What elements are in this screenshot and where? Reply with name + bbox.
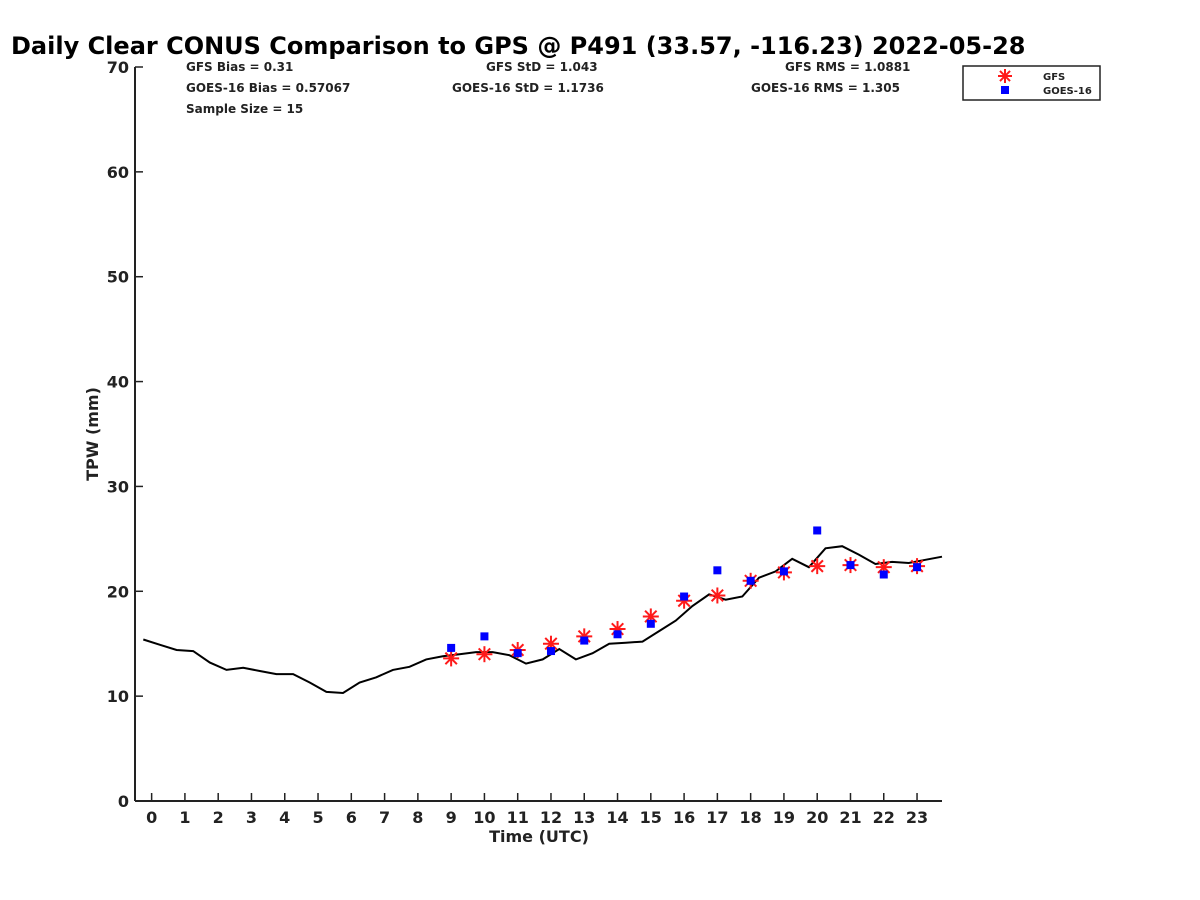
goes-16-point: [646, 619, 655, 628]
goes-16-point: [447, 643, 456, 652]
goes-16-point: [713, 566, 722, 575]
goes-16-point: [813, 526, 822, 535]
goes-16-point: [913, 563, 922, 572]
y-tick-label: 70: [107, 58, 129, 77]
y-axis-label: TPW (mm): [83, 387, 102, 481]
x-tick-label: 17: [706, 808, 728, 827]
x-tick-label: 7: [379, 808, 390, 827]
x-tick-label: 18: [740, 808, 762, 827]
x-tick-label: 9: [446, 808, 457, 827]
x-tick-label: 22: [873, 808, 895, 827]
plot-area: [142, 526, 943, 695]
goes-16-point: [613, 630, 622, 639]
gps-tpw-line: [142, 545, 943, 695]
x-tick-label: 15: [640, 808, 662, 827]
x-tick-label: 5: [312, 808, 323, 827]
x-tick-label: 13: [573, 808, 595, 827]
x-tick-label: 11: [507, 808, 529, 827]
x-tick-label: 20: [806, 808, 828, 827]
gfs-point: [809, 558, 826, 575]
y-tick-label: 20: [107, 582, 129, 601]
x-tick-label: 21: [839, 808, 861, 827]
legend-box: [962, 65, 1101, 101]
y-tick-label: 60: [107, 163, 129, 182]
x-tick-label: 6: [346, 808, 357, 827]
goes-bias-text: GOES-16 Bias = 0.57067: [186, 81, 350, 95]
goes-16-point: [879, 570, 888, 579]
gfs-rms-text: GFS RMS = 1.0881: [785, 60, 910, 74]
x-tick-label: 0: [146, 808, 157, 827]
x-tick-label: 1: [179, 808, 190, 827]
goes-16-point: [779, 567, 788, 576]
x-tick-label: 14: [606, 808, 628, 827]
x-tick-label: 12: [540, 808, 562, 827]
y-tick-label: 50: [107, 268, 129, 287]
legend-gfs-label: GFS: [1043, 72, 1065, 83]
y-tick-label: 10: [107, 687, 129, 706]
goes-16-point: [746, 576, 755, 585]
y-tick-label: 40: [107, 373, 129, 392]
y-tick-label: 0: [118, 792, 129, 811]
x-tick-label: 16: [673, 808, 695, 827]
gfs-bias-text: GFS Bias = 0.31: [186, 60, 293, 74]
goes-16-point: [546, 647, 555, 656]
gfs-point: [476, 646, 493, 663]
x-tick-label: 4: [279, 808, 290, 827]
y-tick-label: 30: [107, 477, 129, 496]
goes-rms-text: GOES-16 RMS = 1.305: [751, 81, 900, 95]
goes-16-point: [846, 561, 855, 570]
goes-16-point: [680, 592, 689, 601]
sample-size-text: Sample Size = 15: [186, 102, 303, 116]
x-tick-label: 10: [473, 808, 495, 827]
legend-goes-16-marker: [1001, 86, 1009, 94]
chart-title: Daily Clear CONUS Comparison to GPS @ P4…: [11, 32, 1025, 60]
gfs-std-text: GFS StD = 1.043: [486, 60, 598, 74]
x-tick-label: 8: [412, 808, 423, 827]
axes: [134, 67, 942, 802]
x-tick-label: 2: [213, 808, 224, 827]
legend-goes-16-label: GOES-16: [1043, 86, 1092, 97]
gfs-point: [709, 587, 726, 604]
legend: GFS GOES-16: [962, 65, 1101, 101]
goes-16-point: [580, 636, 589, 645]
x-tick-label: 19: [773, 808, 795, 827]
x-tick-label: 23: [906, 808, 928, 827]
goes-16-point: [513, 649, 522, 658]
x-tick-label: 3: [246, 808, 257, 827]
x-axis-label: Time (UTC): [489, 827, 589, 846]
goes-16-point: [480, 632, 489, 641]
gfs-point: [443, 650, 460, 667]
goes-std-text: GOES-16 StD = 1.1736: [452, 81, 604, 95]
legend-gfs-marker: [998, 69, 1012, 83]
